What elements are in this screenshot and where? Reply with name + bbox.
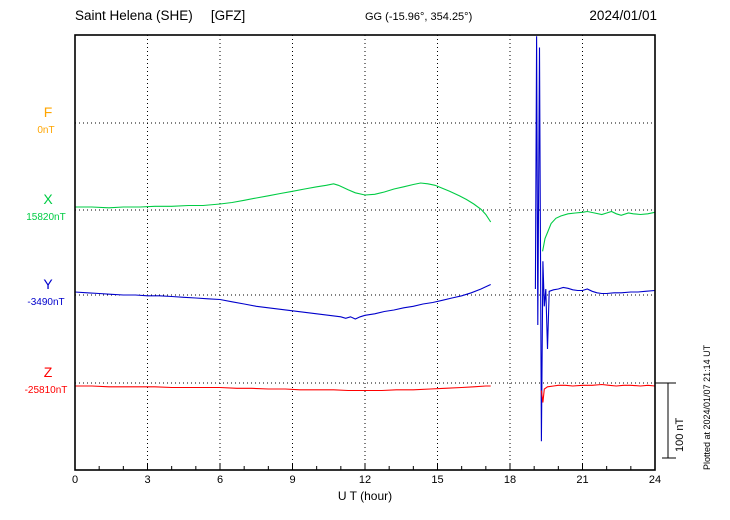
plot-frame — [74, 34, 656, 471]
series-baseline-value-Y: -3490nT — [27, 297, 65, 308]
series-baseline-value-F: 0nT — [37, 125, 55, 136]
trace-Z — [75, 385, 491, 392]
traces-group — [75, 36, 655, 442]
series-label-X: X — [43, 191, 53, 207]
page-title: Saint Helena (SHE) [GFZ] — [75, 8, 245, 23]
scale-bar-label: 100 nT — [674, 417, 686, 452]
series-label-Z: Z — [43, 364, 53, 380]
observatory-coordinates: GG (-15.96°, 354.25°) — [365, 11, 473, 23]
x-tick-label-6: 6 — [216, 474, 224, 486]
institute-name: [GFZ] — [210, 8, 246, 23]
x-tick-label-24: 24 — [648, 474, 662, 486]
trace-Z — [540, 383, 655, 403]
x-axis-title: U T (hour) — [337, 489, 393, 503]
series-label-Y: Y — [43, 276, 53, 292]
plot-timestamp: Plotted at 2024/01/07 21:14 UT — [702, 344, 712, 470]
x-tick-label-18: 18 — [503, 474, 517, 486]
trace-X — [542, 210, 655, 252]
trace-X — [75, 182, 492, 223]
series-baseline-value-X: 15820nT — [26, 212, 66, 223]
x-tick-label-3: 3 — [144, 474, 151, 486]
trace-Y — [534, 36, 655, 442]
x-tick-label-21: 21 — [576, 474, 589, 486]
x-tick-label-9: 9 — [289, 474, 296, 486]
trace-Y — [75, 284, 491, 320]
series-label-F: F — [43, 104, 53, 120]
series-baseline-value-Z: -25810nT — [24, 385, 68, 396]
x-tick-label-15: 15 — [431, 474, 444, 486]
station-name: Saint Helena (SHE) — [75, 8, 193, 23]
x-tick-label-12: 12 — [358, 474, 372, 486]
plot-date: 2024/01/01 — [589, 8, 657, 23]
x-tick-label-0: 0 — [71, 474, 79, 486]
